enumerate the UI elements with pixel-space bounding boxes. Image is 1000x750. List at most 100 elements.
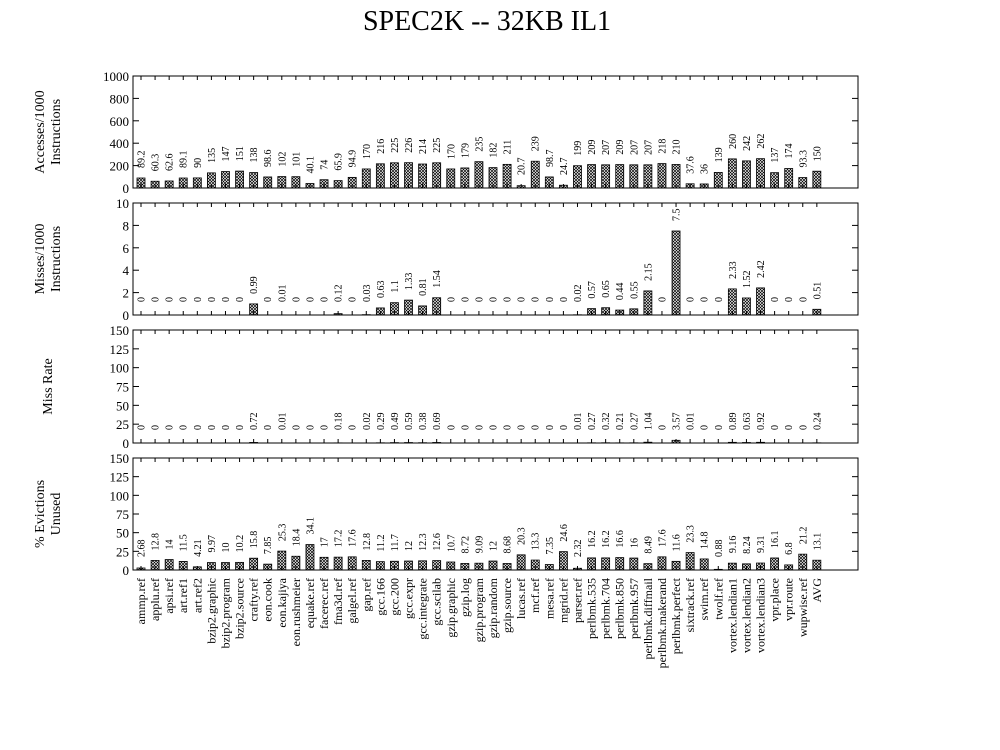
bar bbox=[671, 230, 681, 316]
value-label: 0 bbox=[798, 425, 809, 430]
y-axis-label: % Evictions bbox=[33, 480, 48, 548]
value-label: 17 bbox=[320, 537, 331, 547]
value-label: 1.04 bbox=[643, 413, 654, 431]
value-label: 98.7 bbox=[545, 149, 556, 167]
y-tick-label: 600 bbox=[110, 114, 130, 129]
y-tick-label: 100 bbox=[110, 488, 130, 503]
y-tick-label: 4 bbox=[123, 263, 130, 278]
value-label: 147 bbox=[221, 147, 232, 162]
value-label: 207 bbox=[643, 140, 654, 155]
value-label: 0 bbox=[714, 297, 725, 302]
value-label: 209 bbox=[587, 140, 598, 155]
value-label: 62.6 bbox=[165, 153, 176, 171]
value-label: 0.81 bbox=[418, 278, 429, 296]
value-label: 12.6 bbox=[432, 533, 443, 551]
value-label: 0 bbox=[714, 425, 725, 430]
value-label: 139 bbox=[714, 147, 725, 162]
value-label: 0 bbox=[489, 297, 500, 302]
x-tick-label: apsi.ref bbox=[162, 578, 176, 614]
value-label: 0 bbox=[559, 425, 570, 430]
value-label: 137 bbox=[770, 148, 781, 163]
value-label: 6.8 bbox=[784, 542, 795, 555]
x-tick-label: gzip.program bbox=[472, 577, 486, 642]
value-label: 60.3 bbox=[151, 154, 162, 172]
value-label: 10.7 bbox=[446, 535, 457, 553]
y-tick-label: 8 bbox=[123, 218, 130, 233]
y-tick-label: 25 bbox=[116, 544, 129, 559]
value-label: 0 bbox=[291, 425, 302, 430]
value-label: 260 bbox=[728, 134, 739, 149]
value-label: 0 bbox=[559, 297, 570, 302]
value-label: 0 bbox=[657, 425, 668, 430]
value-label: 0 bbox=[151, 425, 162, 430]
y-tick-label: 25 bbox=[116, 417, 129, 432]
x-tick-label: perlbmk.957 bbox=[627, 578, 641, 639]
value-label: 235 bbox=[474, 137, 485, 152]
x-tick-label: sixtrack.ref bbox=[683, 578, 697, 632]
value-label: 0 bbox=[503, 425, 514, 430]
value-label: 0.01 bbox=[277, 413, 288, 431]
bar bbox=[530, 160, 540, 189]
value-label: 0.72 bbox=[249, 413, 260, 431]
value-label: 8.49 bbox=[643, 536, 654, 554]
y-tick-label: 100 bbox=[110, 361, 130, 376]
value-label: 0.21 bbox=[615, 413, 626, 431]
x-tick-label: mesa.ref bbox=[542, 578, 556, 619]
value-label: 21.2 bbox=[798, 527, 809, 545]
value-label: 2.15 bbox=[643, 263, 654, 281]
value-label: 8.68 bbox=[503, 536, 514, 554]
value-label: 12.3 bbox=[418, 533, 429, 551]
value-label: 0.88 bbox=[714, 540, 725, 558]
value-label: 0 bbox=[221, 425, 232, 430]
value-label: 90 bbox=[193, 158, 204, 168]
value-label: 0.01 bbox=[686, 413, 697, 431]
value-label: 0 bbox=[446, 425, 457, 430]
y-tick-label: 10 bbox=[116, 196, 129, 211]
value-label: 226 bbox=[404, 138, 415, 153]
x-tick-label: art.ref2 bbox=[190, 578, 204, 613]
value-label: 0 bbox=[235, 297, 246, 302]
value-label: 12.8 bbox=[151, 533, 162, 551]
value-label: 0.01 bbox=[573, 413, 584, 431]
x-tick-label: eon.kajiya bbox=[275, 577, 289, 627]
value-label: 12 bbox=[489, 541, 500, 551]
value-label: 138 bbox=[249, 148, 260, 163]
value-label: 239 bbox=[531, 136, 542, 151]
value-label: 0 bbox=[193, 297, 204, 302]
value-label: 0 bbox=[517, 297, 528, 302]
value-label: 210 bbox=[672, 139, 683, 154]
x-tick-label: parser.ref bbox=[570, 578, 584, 623]
x-tick-label: eon.cook bbox=[261, 578, 275, 622]
value-label: 0 bbox=[545, 297, 556, 302]
value-label: 24.7 bbox=[559, 158, 570, 176]
value-label: 0 bbox=[291, 297, 302, 302]
value-label: 0 bbox=[531, 425, 542, 430]
value-label: 225 bbox=[390, 138, 401, 153]
value-label: 150 bbox=[812, 146, 823, 161]
y-tick-label: 800 bbox=[110, 91, 130, 106]
value-label: 8.72 bbox=[460, 536, 471, 554]
x-tick-label: twolf.ref bbox=[711, 578, 725, 620]
value-label: 11.7 bbox=[390, 534, 401, 551]
x-tick-label: perlbmk.diffmail bbox=[641, 577, 655, 659]
value-label: 0.27 bbox=[587, 413, 598, 431]
value-label: 1.54 bbox=[432, 270, 443, 288]
value-label: 3.57 bbox=[672, 413, 683, 431]
value-label: 0 bbox=[137, 297, 148, 302]
x-tick-label: bzip2.program bbox=[218, 577, 232, 648]
value-label: 0 bbox=[770, 297, 781, 302]
value-label: 7.35 bbox=[545, 537, 556, 555]
value-label: 151 bbox=[235, 146, 246, 161]
value-label: 7.5 bbox=[672, 209, 683, 222]
value-label: 0 bbox=[460, 425, 471, 430]
value-label: 94.9 bbox=[348, 150, 359, 168]
value-label: 0.65 bbox=[601, 280, 612, 298]
value-label: 0.18 bbox=[334, 413, 345, 431]
value-label: 174 bbox=[784, 144, 795, 159]
value-label: 2.32 bbox=[573, 540, 584, 558]
x-tick-label: eon.rushmeier bbox=[289, 578, 303, 646]
value-label: 34.1 bbox=[305, 517, 316, 535]
value-label: 0 bbox=[348, 297, 359, 302]
value-label: 0 bbox=[460, 297, 471, 302]
bar bbox=[727, 158, 737, 189]
